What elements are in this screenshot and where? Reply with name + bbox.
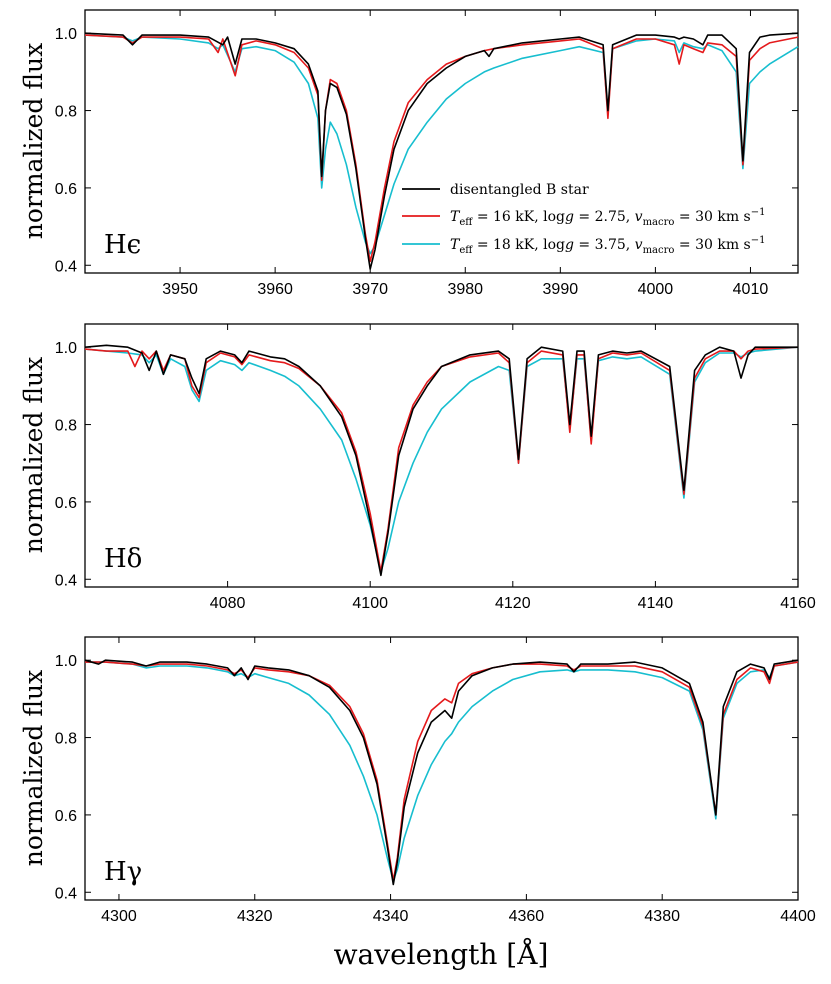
panel-1-series — [84, 32, 799, 270]
x-tick-label: 4320 — [237, 908, 273, 925]
panel-3-ylabel: normalized flux — [19, 670, 48, 867]
x-tick-label: 4380 — [644, 908, 680, 925]
x-tick-label: 4080 — [210, 595, 246, 612]
panel-2-frame — [84, 323, 799, 588]
legend-cyan-v: v — [635, 237, 643, 253]
y-tick-label: 0.8 — [55, 418, 77, 435]
legend-red-exp: −1 — [751, 207, 766, 218]
y-tick-label: 0.8 — [55, 731, 77, 748]
legend-cyan-g-rest: = 3.75, — [574, 237, 635, 253]
y-tick-label: 0.4 — [55, 572, 77, 589]
legend-red-t-sub: eff — [459, 217, 473, 228]
x-tick-label: 4010 — [733, 281, 769, 298]
legend-red-t: T — [450, 209, 461, 225]
legend-red-v: v — [635, 209, 643, 225]
x-tick-label: 4100 — [352, 595, 388, 612]
legend-cyan-g: g — [565, 237, 574, 253]
y-tick-label: 0.8 — [55, 104, 77, 121]
panel-1-ticks: 3950 3960 3970 3980 3990 4000 4010 0.4 0.6 0.8 1.0 — [55, 10, 798, 298]
x-tick-label: 4120 — [495, 595, 531, 612]
panel-2-ticks: 4080 4100 4120 4140 4160 0.4 0.6 0.8 1.0 — [55, 324, 816, 612]
panel-1-label: Hϵ — [104, 230, 141, 260]
y-tick-label: 1.0 — [55, 26, 77, 43]
series-line-disentangled — [84, 344, 798, 577]
legend-red-v-rest: = 30 km s — [674, 209, 750, 225]
x-tick-label: 3970 — [352, 281, 388, 298]
legend-red-g-rest: = 2.75, — [574, 209, 635, 225]
legend-cyan-v-rest: = 30 km s — [674, 237, 750, 253]
x-axis-label: wavelength [Å] — [334, 938, 549, 971]
panel-h-gamma: 4300 4320 4340 4360 4380 4400 0.4 0.6 0.8 1.0 nor… — [19, 636, 816, 925]
panel-1-frame — [84, 9, 799, 274]
panel-h-delta: 4080 4100 4120 4140 4160 0.4 0.6 0.8 1.0 normali… — [19, 323, 816, 612]
y-tick-label: 0.6 — [55, 495, 77, 512]
x-tick-label: 3990 — [543, 281, 579, 298]
series-line-16kK — [84, 346, 799, 573]
series-line-18kK — [85, 661, 799, 882]
x-tick-label: 4360 — [509, 908, 545, 925]
x-tick-label: 4140 — [638, 595, 674, 612]
panel-3-frame — [84, 636, 799, 901]
x-tick-label: 4340 — [373, 908, 409, 925]
x-tick-label: 3980 — [447, 281, 483, 298]
legend-label-cyan: Teff = 18 kK, logg = 3.75, vmacro = 30 k… — [450, 235, 765, 256]
x-tick-label: 4300 — [101, 908, 137, 925]
legend-red-v-sub: macro — [643, 217, 675, 228]
panel-2-ylabel: normalized flux — [19, 357, 48, 554]
legend: disentangled B star Teff = 16 kK, logg =… — [402, 182, 765, 256]
legend-cyan-t: T — [450, 237, 461, 253]
x-tick-label: 4400 — [780, 908, 816, 925]
legend-red-g: g — [565, 209, 574, 225]
legend-cyan-t-sub: eff — [459, 245, 473, 256]
series-line-18kK — [84, 346, 799, 573]
y-tick-label: 1.0 — [55, 653, 77, 670]
x-tick-label: 4160 — [780, 595, 816, 612]
legend-cyan-t-rest: = 18 kK, log — [472, 237, 565, 253]
panel-2-label: Hδ — [104, 544, 142, 574]
y-tick-label: 1.0 — [55, 340, 77, 357]
series-line-disentangled — [84, 659, 799, 886]
legend-cyan-exp: −1 — [751, 235, 766, 246]
y-tick-label: 0.6 — [55, 181, 77, 198]
panel-3-series — [84, 659, 799, 886]
x-tick-label: 3950 — [162, 281, 198, 298]
x-tick-label: 4000 — [638, 281, 674, 298]
panel-2-series — [84, 344, 799, 577]
y-tick-label: 0.4 — [55, 885, 77, 902]
legend-cyan-v-sub: macro — [643, 245, 675, 256]
panel-h-epsilon: 3950 3960 3970 3980 3990 4000 4010 0.4 0.6 0.8 1.0… — [19, 9, 799, 298]
panel-1-ylabel: normalized flux — [19, 43, 48, 240]
x-tick-label: 3960 — [257, 281, 293, 298]
legend-label-red: Teff = 16 kK, logg = 2.75, vmacro = 30 k… — [450, 207, 765, 228]
panel-3-label: Hγ — [104, 857, 142, 887]
series-line-16kK — [84, 34, 799, 263]
panel-3-ticks: 4300 4320 4340 4360 4380 4400 0.4 0.6 0.8 1.0 — [55, 637, 816, 925]
legend-label-black: disentangled B star — [450, 182, 589, 198]
y-tick-label: 0.6 — [55, 808, 77, 825]
series-line-disentangled — [84, 32, 799, 270]
legend-red-t-rest: = 16 kK, log — [472, 209, 565, 225]
y-tick-label: 0.4 — [55, 258, 77, 275]
